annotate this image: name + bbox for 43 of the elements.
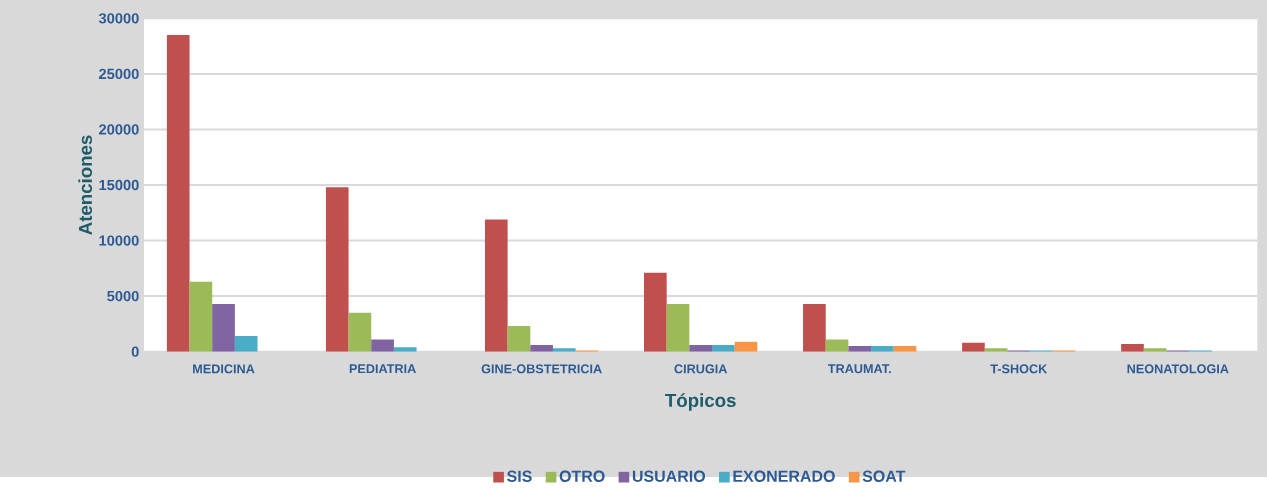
bar	[712, 344, 735, 352]
bar	[825, 339, 849, 352]
bar	[484, 219, 508, 352]
bar	[371, 339, 394, 352]
bar	[530, 344, 553, 352]
x-tick-label: T-SHOCK	[990, 364, 1048, 374]
legend-label: SIS	[507, 470, 532, 482]
y-tick-label: 30000	[98, 13, 139, 24]
y-tick-label: 0	[131, 346, 139, 357]
bar	[871, 346, 894, 352]
x-tick-label: CIRUGIA	[674, 364, 728, 374]
x-tick-label: TRAUMAT.	[827, 364, 891, 374]
bar	[212, 303, 235, 352]
legend-label: EXONERADO	[733, 470, 835, 482]
y-tick-label: 20000	[99, 124, 139, 135]
y-tick-label: 15000	[99, 179, 139, 191]
bar	[644, 272, 667, 352]
bar	[689, 344, 713, 352]
x-tick-label: PEDIATRIA	[349, 364, 416, 374]
bar	[1121, 343, 1144, 352]
y-tick-label: 10000	[99, 235, 139, 246]
bar	[234, 336, 258, 352]
bar	[189, 281, 213, 352]
x-tick-label: MEDICINA	[193, 364, 255, 374]
bar	[507, 326, 531, 352]
bar	[666, 303, 690, 352]
bar	[166, 34, 190, 352]
legend-label: OTRO	[559, 470, 605, 482]
bar	[848, 346, 872, 352]
bar	[325, 187, 349, 352]
y-tick-label: 5000	[107, 290, 139, 302]
x-axis-title: Tópicos	[665, 393, 736, 411]
bar	[962, 342, 985, 352]
y-tick-label: 25000	[99, 68, 139, 80]
legend-label: SOAT	[862, 470, 906, 482]
x-tick-label: GINE-OBSTETRICIA	[481, 364, 602, 374]
bar	[393, 347, 417, 352]
bar	[552, 348, 576, 352]
x-tick-label: NEONATOLOGIA	[1127, 364, 1229, 374]
legend-label: USUARIO	[632, 470, 706, 482]
bar	[348, 312, 372, 352]
bar	[803, 303, 826, 352]
y-axis-title: Atenciones	[78, 135, 93, 235]
